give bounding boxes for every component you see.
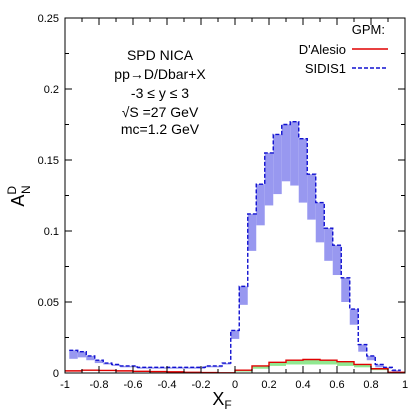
band-bin-sidis1: [358, 344, 367, 352]
band-bin-sidis1: [315, 202, 325, 243]
x-tick-label: 0.6: [329, 379, 344, 391]
band-bin-d-alesio: [371, 368, 388, 371]
band-bin-sidis1: [137, 367, 146, 369]
y-tick-label: 0.2: [44, 84, 59, 96]
y-axis-ticks: 0 0.05 0.1 0.15 0.2 0.25: [38, 13, 405, 380]
y-tick-label: 0.05: [38, 297, 59, 309]
band-bin-sidis1: [375, 364, 384, 368]
band-bin-sidis1: [171, 367, 180, 369]
band-bin-sidis1: [273, 134, 282, 195]
band-bin-sidis1: [94, 360, 104, 364]
band-bin-sidis1: [383, 367, 393, 369]
x-tick-label: 0.2: [261, 379, 276, 391]
svg-text:ADN: ADN: [5, 185, 33, 206]
band-bin-sidis1: [179, 367, 189, 369]
legend: GPM: D'Alesio SIDIS1: [299, 22, 388, 76]
band-bin-sidis1: [222, 363, 231, 365]
band-bin-sidis1: [366, 355, 376, 361]
band-bin-sidis1: [332, 245, 342, 276]
x-axis-title-sub: F: [224, 398, 231, 412]
uncertainty-bands: [65, 121, 405, 374]
band-bin-sidis1: [281, 124, 291, 182]
x-tick-label: -1: [60, 379, 70, 391]
x-axis-ticks: -1 -0.8 -0.6 -0.4 -0.2 0 0.2 0.4 0.6 0.8 1: [60, 18, 408, 391]
annotation-block: SPD NICA pp→D/Dbar+X -3 ≤ y ≤ 3 √S =27 G…: [114, 47, 206, 137]
y-tick-label: 0: [53, 368, 59, 380]
band-bin-sidis1: [86, 355, 95, 361]
band-bin-sidis1: [349, 309, 359, 325]
band-bin-d-alesio: [269, 362, 286, 366]
band-bin-sidis1: [205, 365, 214, 368]
band-bin-sidis1: [298, 138, 308, 203]
band-bin-sidis1: [111, 364, 121, 366]
x-axis-title: XF: [212, 389, 231, 412]
x-tick-label: -0.8: [90, 379, 109, 391]
annotation-line-3: -3 ≤ y ≤ 3: [131, 85, 189, 101]
band-bin-d-alesio: [252, 365, 269, 369]
band-bin-d-alesio: [337, 361, 354, 366]
annotation-line-2: pp→D/Dbar+X: [114, 66, 206, 82]
band-bin-sidis1: [290, 121, 299, 186]
annotation-line-1: SPD NICA: [127, 47, 194, 63]
band-bin-d-alesio: [286, 360, 303, 365]
y-tick-label: 0.15: [38, 155, 59, 167]
band-bin-sidis1: [145, 367, 155, 369]
x-tick-label: 1: [402, 379, 408, 391]
series-line-sidis1: [69, 120, 401, 371]
band-bin-sidis1: [341, 277, 350, 302]
x-tick-label: 0: [232, 379, 238, 391]
band-bin-sidis1: [239, 286, 248, 305]
band-bin-sidis1: [230, 330, 240, 339]
x-axis-title-main: X: [212, 389, 224, 409]
annotation-line-5: mᴄ=1.2 GeV: [121, 121, 200, 137]
y-axis-title: ADN: [5, 185, 33, 206]
y-axis-title-main: A: [8, 195, 28, 207]
band-bin-d-alesio: [235, 370, 252, 372]
band-bin-sidis1: [154, 367, 163, 369]
x-tick-label: -0.6: [124, 379, 143, 391]
band-bin-sidis1: [264, 152, 274, 206]
band-bin-sidis1: [392, 370, 401, 372]
y-axis-title-sup: D: [5, 186, 19, 195]
band-bin-d-alesio: [320, 360, 337, 365]
x-tick-label: 0.8: [363, 379, 378, 391]
x-tick-label: -0.2: [192, 379, 211, 391]
band-bin-sidis1: [103, 363, 112, 365]
band-bin-d-alesio: [354, 364, 371, 368]
annotation-line-4: √S =27 GeV: [122, 104, 199, 120]
x-tick-label: -0.4: [158, 379, 177, 391]
band-bin-sidis1: [120, 365, 129, 368]
y-tick-label: 0.1: [44, 226, 59, 238]
legend-title: GPM:: [352, 22, 385, 37]
legend-label-dalesio: D'Alesio: [299, 42, 346, 57]
legend-label-sidis1: SIDIS1: [305, 61, 346, 76]
band-bin-sidis1: [188, 367, 197, 369]
band-bin-sidis1: [213, 365, 223, 368]
y-axis-title-sub: N: [19, 185, 33, 194]
band-bin-sidis1: [324, 228, 333, 261]
band-bin-sidis1: [256, 184, 265, 226]
band-bin-sidis1: [307, 174, 316, 220]
x-tick-label: 0.4: [295, 379, 310, 391]
band-bin-d-alesio: [303, 359, 320, 365]
band-bin-sidis1: [69, 350, 78, 359]
y-tick-label: 0.25: [38, 13, 59, 25]
band-bin-sidis1: [77, 351, 87, 358]
band-bin-sidis1: [247, 213, 257, 251]
